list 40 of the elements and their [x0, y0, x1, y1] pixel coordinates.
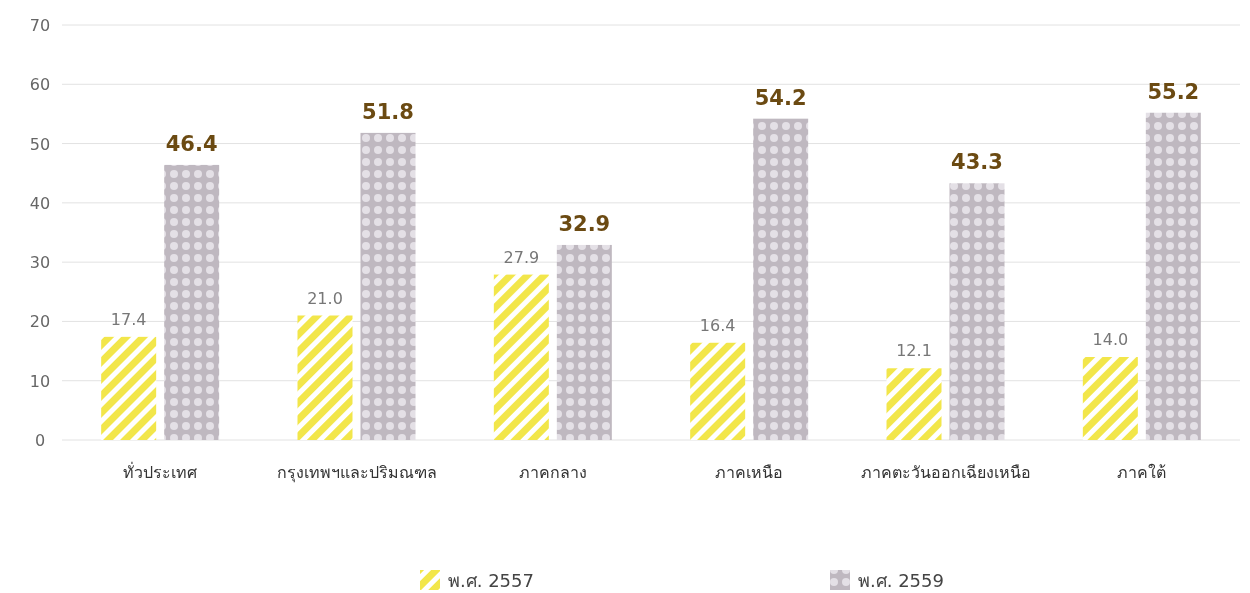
bar — [753, 118, 809, 440]
data-label: 51.8 — [362, 99, 414, 124]
data-label: 43.3 — [951, 150, 1003, 175]
bar — [556, 244, 612, 440]
x-tick-label: ภาคเหนือ — [715, 463, 784, 482]
bar — [1082, 357, 1138, 440]
data-label: 17.4 — [110, 309, 147, 329]
bar — [101, 336, 157, 440]
data-label: 46.4 — [165, 131, 218, 156]
y-tick-label: 20 — [29, 312, 51, 332]
bar — [690, 342, 746, 440]
data-label: 16.4 — [699, 315, 736, 335]
bar — [360, 132, 416, 440]
x-tick-label: ภาคกลาง — [518, 463, 587, 482]
legend-label: พ.ศ. 2559 — [858, 570, 944, 591]
bar — [949, 183, 1005, 440]
y-tick-label: 50 — [29, 134, 51, 154]
bar — [297, 315, 353, 440]
x-tick-label: ภาคตะวันออกเฉียงเหนือ — [860, 463, 1031, 482]
x-tick-label: กรุงเทพฯและปริมณฑล — [276, 463, 437, 483]
y-tick-label: 10 — [29, 371, 51, 391]
x-tick-label: ทั่วประเทศ — [123, 461, 198, 482]
y-tick-label: 70 — [29, 16, 51, 35]
bar — [1145, 112, 1201, 440]
y-tick-label: 0 — [34, 431, 46, 450]
legend-label: พ.ศ. 2557 — [448, 570, 534, 591]
data-label: 55.2 — [1147, 79, 1200, 104]
bar — [164, 164, 220, 440]
y-tick-label: 40 — [29, 193, 51, 213]
data-label: 54.2 — [754, 85, 807, 110]
y-tick-label: 30 — [29, 253, 51, 273]
bar — [886, 368, 942, 440]
data-label: 12.1 — [896, 341, 932, 361]
data-label: 14.0 — [1092, 330, 1129, 349]
bar — [493, 274, 549, 440]
data-label: 32.9 — [558, 211, 611, 236]
data-label: 27.9 — [503, 247, 540, 267]
y-tick-label: 60 — [29, 75, 51, 95]
x-tick-label: ภาคใต้ — [1117, 463, 1167, 482]
data-label: 21.0 — [307, 288, 343, 308]
